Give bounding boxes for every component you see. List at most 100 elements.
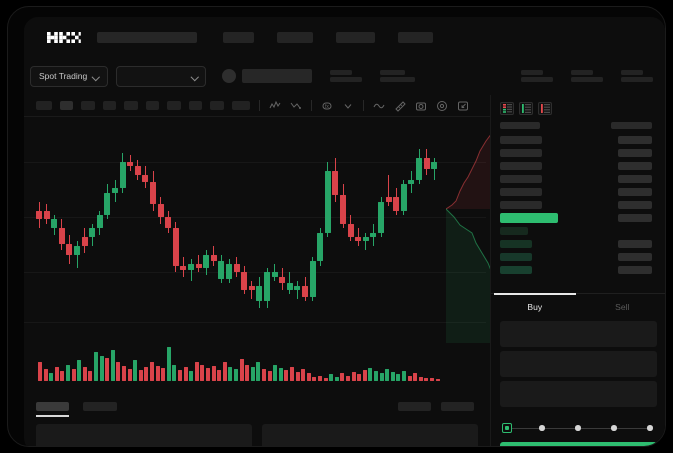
timeframe-button-5[interactable] [146,101,159,110]
volume-bar [407,375,412,381]
okx-logo-icon[interactable] [47,31,81,43]
orderbook-bid-row[interactable] [491,224,665,237]
tab-sell[interactable]: Sell [615,301,630,312]
amount-percent-slider[interactable] [502,422,655,434]
volume-bar [273,364,278,381]
timeframe-button-4[interactable] [124,101,138,110]
nav-item-3[interactable] [398,31,433,43]
line-chart-icon[interactable] [372,99,385,112]
candle [226,117,232,335]
timeframe-button-7[interactable] [189,101,202,110]
candle [150,117,156,335]
candle [89,117,96,335]
top-navigation-bar [24,17,665,57]
orderbook-ask-row[interactable] [491,172,665,185]
nav-item-0[interactable] [223,31,254,43]
candle [431,117,438,335]
nav-item-2[interactable] [336,31,375,43]
orderbook-buy-icon[interactable] [519,102,533,115]
volume-bar [43,368,48,381]
camera-icon[interactable] [414,99,427,112]
global-search-input[interactable] [97,31,197,43]
orderbook-qty [500,226,528,235]
orderbook-sell-icon[interactable] [538,102,552,115]
bottom-action-0[interactable] [398,401,431,411]
order-amount-field[interactable] [500,351,657,377]
orderbook-ask-row[interactable] [491,146,665,159]
orderbook-ask-row[interactable] [491,185,665,198]
orderbook-qty [500,135,542,144]
volume-bar [105,357,110,381]
candle [317,117,324,335]
volume-bar [250,366,255,381]
candle-series [24,117,486,335]
volume-bar [88,371,93,381]
candle [165,117,172,335]
order-total-field[interactable] [500,381,657,407]
orderbook-bid-row[interactable] [491,250,665,263]
timeframe-button-8[interactable] [210,101,224,110]
order-price-field[interactable] [500,321,657,347]
slider-step-25[interactable] [539,425,545,431]
volume-bar [138,370,143,381]
volume-bar [200,364,205,381]
orderbook-both-icon[interactable] [500,102,514,115]
orderbook-qty [500,148,542,157]
slider-step-75[interactable] [611,425,617,431]
volume-bar [239,359,244,381]
orderbook-qty [500,252,532,261]
volume-bar [60,371,65,381]
chart-type-icon[interactable] [289,99,302,112]
candle [210,117,217,335]
slider-step-100[interactable] [647,425,653,431]
bottom-tab-0[interactable] [36,401,69,417]
candle [370,117,377,335]
timeframe-button-2[interactable] [81,101,95,110]
candle [324,117,331,335]
volume-bar [222,362,227,381]
orderbook-price [618,135,652,144]
chevron-down-icon[interactable] [341,99,354,112]
trading-pair-dropdown[interactable] [116,65,207,87]
settings-icon[interactable] [435,99,448,112]
orderbook-ask-row[interactable] [491,198,665,211]
tab-buy[interactable]: Buy [491,293,579,319]
slider-handle-icon[interactable] [502,423,512,433]
ticker-stat-label [380,69,406,75]
nav-item-1[interactable] [277,31,313,43]
bottom-action-1[interactable] [441,401,474,411]
timeframe-button-1[interactable] [60,101,73,110]
submit-order-button[interactable] [500,442,657,446]
market-type-dropdown[interactable]: Spot Trading [30,65,109,87]
fullscreen-icon[interactable] [456,99,469,112]
orderbook-bid-row[interactable] [491,237,665,250]
candlestick-chart[interactable] [24,117,486,335]
timeframe-button-0[interactable] [36,101,52,110]
ruler-icon[interactable] [393,99,406,112]
orderbook-bid-row[interactable] [491,263,665,276]
orderbook-spread-row[interactable] [491,211,665,224]
volume-bar [234,368,238,381]
timeframe-button-9[interactable] [232,101,250,110]
slider-step-50[interactable] [575,425,581,431]
bottom-panel-right[interactable] [262,424,478,446]
app-screen: Spot Trading [24,17,665,446]
compare-icon[interactable]: fx [320,99,333,112]
orderbook-header-qty [500,122,540,129]
ticker-stat-label [521,69,543,75]
timeframe-button-6[interactable] [167,101,181,110]
candle [134,117,141,335]
volume-bar [334,376,339,381]
candle [340,117,346,335]
bottom-panel-left[interactable] [36,424,252,446]
orderbook-price [618,200,652,209]
candle [233,117,240,335]
orderbook-qty [500,187,542,196]
bottom-tab-1[interactable] [83,401,117,411]
volume-bar [301,368,306,381]
indicators-icon[interactable] [268,99,281,112]
timeframe-button-3[interactable] [103,101,116,110]
candle [423,117,430,335]
orderbook-ask-row[interactable] [491,133,665,146]
orderbook-ask-row[interactable] [491,159,665,172]
